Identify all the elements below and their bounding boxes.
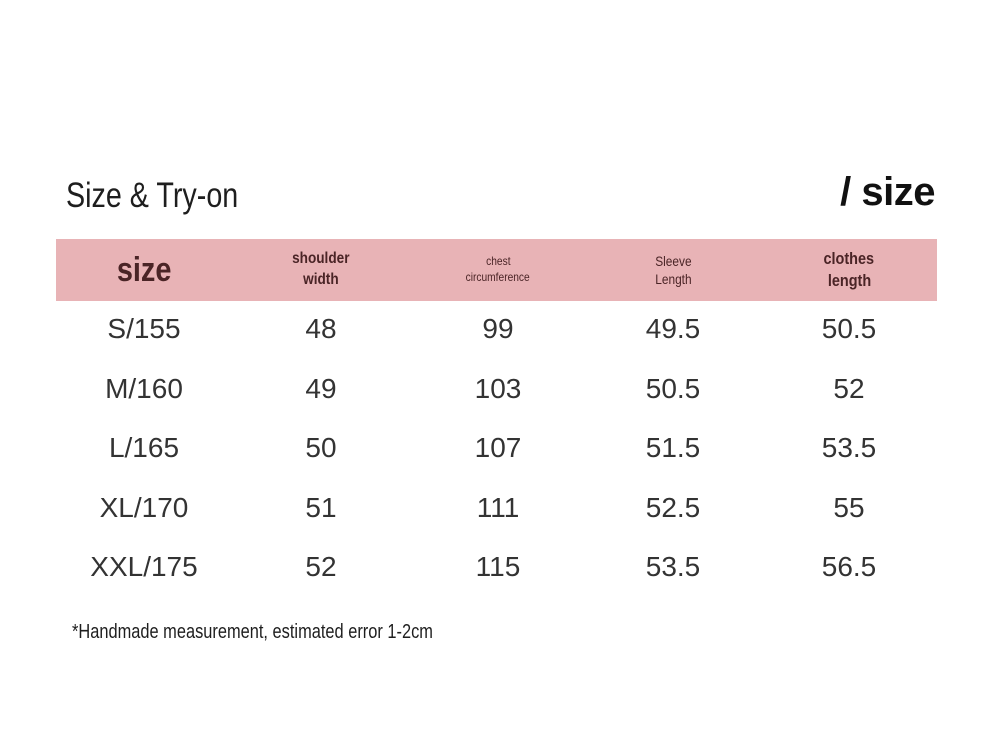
size-table-body: S/155 48 99 49.5 50.5 M/160 49 103 50.5 52 L/165 50… bbox=[56, 309, 937, 607]
header-shoulder-width: shoulder width bbox=[233, 239, 409, 301]
size-label: / size bbox=[840, 170, 935, 214]
table-cell: S/155 bbox=[107, 313, 181, 344]
header-size: size bbox=[56, 239, 232, 301]
header-label: shoulder bbox=[292, 250, 350, 268]
table-cell: 103 bbox=[474, 372, 522, 404]
table-header: size shoulder width chest circumference … bbox=[56, 239, 937, 301]
table-cell: 51.5 bbox=[645, 432, 701, 463]
table-cell: L/165 bbox=[108, 432, 180, 463]
header-label: Sleeve bbox=[654, 252, 692, 269]
table-cell: 55 bbox=[833, 491, 865, 523]
header-label: circumference bbox=[465, 270, 531, 284]
table-cell: 52 bbox=[833, 372, 865, 404]
table-cell: XXL/175 bbox=[90, 551, 198, 582]
table-cell: 50.5 bbox=[821, 313, 877, 344]
table-cell: 115 bbox=[475, 551, 521, 582]
table-cell: 52.5 bbox=[645, 491, 701, 523]
table-cell: XL/170 bbox=[99, 491, 189, 523]
table-cell: 56.5 bbox=[821, 551, 877, 582]
header-chest-circumference: chest circumference bbox=[410, 239, 586, 301]
header-clothes-length: clothes length bbox=[761, 239, 937, 301]
header-label: chest bbox=[485, 254, 511, 269]
header-label: width bbox=[303, 271, 339, 288]
table-cell: 49 bbox=[305, 372, 337, 404]
header-label: clothes bbox=[823, 248, 875, 268]
table-cell: 50 bbox=[305, 432, 337, 463]
table-cell: M/160 bbox=[105, 372, 183, 404]
table-cell: 51 bbox=[305, 491, 337, 523]
table-row: M/160 49 103 50.5 52 bbox=[56, 369, 937, 429]
footnote: *Handmade measurement, estimated error 1… bbox=[72, 621, 433, 643]
header-sleeve-length: Sleeve Length bbox=[585, 239, 761, 301]
header-label: length bbox=[827, 271, 871, 290]
table-row: S/155 48 99 49.5 50.5 bbox=[56, 309, 937, 369]
table-row: L/165 50 107 51.5 53.5 bbox=[56, 428, 937, 488]
table-cell: 50.5 bbox=[645, 372, 701, 404]
table-row: XXL/175 52 115 53.5 56.5 bbox=[56, 547, 937, 607]
page-title: Size & Try-on bbox=[66, 176, 239, 215]
table-cell: 49.5 bbox=[645, 313, 701, 344]
table-cell: 53.5 bbox=[821, 432, 877, 463]
header-label: size bbox=[116, 250, 172, 289]
table-cell: 111 bbox=[476, 491, 520, 523]
table-cell: 53.5 bbox=[645, 551, 701, 582]
table-cell: 48 bbox=[305, 313, 337, 344]
table-cell: 99 bbox=[482, 313, 514, 344]
table-cell: 52 bbox=[305, 551, 337, 582]
table-row: XL/170 51 111 52.5 55 bbox=[56, 488, 937, 548]
table-cell: 107 bbox=[474, 432, 522, 463]
header-label: Length bbox=[654, 271, 692, 287]
